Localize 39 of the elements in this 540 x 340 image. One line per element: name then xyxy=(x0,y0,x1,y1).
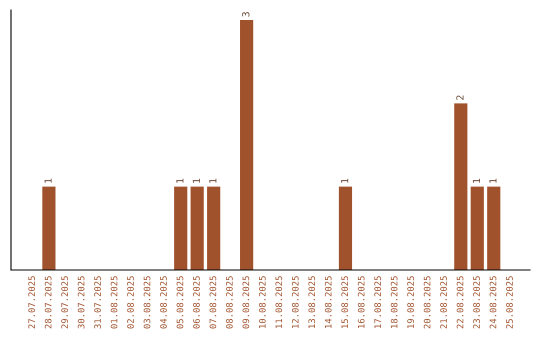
data-label: 1 xyxy=(489,178,496,183)
x-tick-label: 22.08.2025 xyxy=(456,276,464,328)
x-tick-label: 11.08.2025 xyxy=(275,276,282,328)
x-tick-label: 06.08.2025 xyxy=(193,276,200,328)
x-tick-label: 17.08.2025 xyxy=(374,276,382,328)
x-tick-label: 10.08.2025 xyxy=(258,276,266,328)
x-tick-label: 30.07.2025 xyxy=(78,276,84,328)
x-tick-label: 13.08.2025 xyxy=(308,276,316,328)
data-label: 1 xyxy=(209,178,216,183)
x-tick-label: 15.08.2025 xyxy=(341,276,348,328)
data-label: 1 xyxy=(341,178,348,183)
data-label: 1 xyxy=(472,178,480,183)
x-tick-label: 29.07.2025 xyxy=(61,276,68,328)
x-tick-label: 05.08.2025 xyxy=(176,276,184,328)
data-label: 2 xyxy=(456,96,464,100)
x-tick-label: 02.08.2025 xyxy=(127,276,134,328)
data-label: 1 xyxy=(44,178,52,183)
x-tick-label: 09.08.2025 xyxy=(242,276,250,328)
x-tick-label: 07.08.2025 xyxy=(210,276,216,328)
x-tick-label: 25.08.2025 xyxy=(506,276,513,328)
x-tick-label: 28.07.2025 xyxy=(44,276,52,328)
x-tick-label: 23.08.2025 xyxy=(473,276,480,328)
data-label: 1 xyxy=(176,178,184,183)
x-tick-label: 04.08.2025 xyxy=(160,276,167,328)
x-tick-label: 14.08.2025 xyxy=(324,276,332,328)
x-tick-label: 12.08.2025 xyxy=(292,276,299,328)
x-tick-label: 16.08.2025 xyxy=(358,276,365,328)
x-tick-label: 27.07.2025 xyxy=(28,276,36,328)
x-tick-label: 08.08.2025 xyxy=(226,276,233,328)
data-label: 1 xyxy=(192,178,200,183)
x-tick-label: 03.08.2025 xyxy=(144,276,150,328)
x-tick-label: 01.08.2025 xyxy=(110,276,118,328)
x-tick-label: 31.07.2025 xyxy=(94,276,101,328)
data-label: 3 xyxy=(242,12,250,17)
x-tick-label: 24.08.2025 xyxy=(490,276,496,328)
x-tick-label: 21.08.2025 xyxy=(440,276,447,328)
x-tick-label: 18.08.2025 xyxy=(390,276,398,328)
x-tick-label: 19.08.2025 xyxy=(407,276,414,328)
x-tick-label: 20.08.2025 xyxy=(424,276,430,328)
